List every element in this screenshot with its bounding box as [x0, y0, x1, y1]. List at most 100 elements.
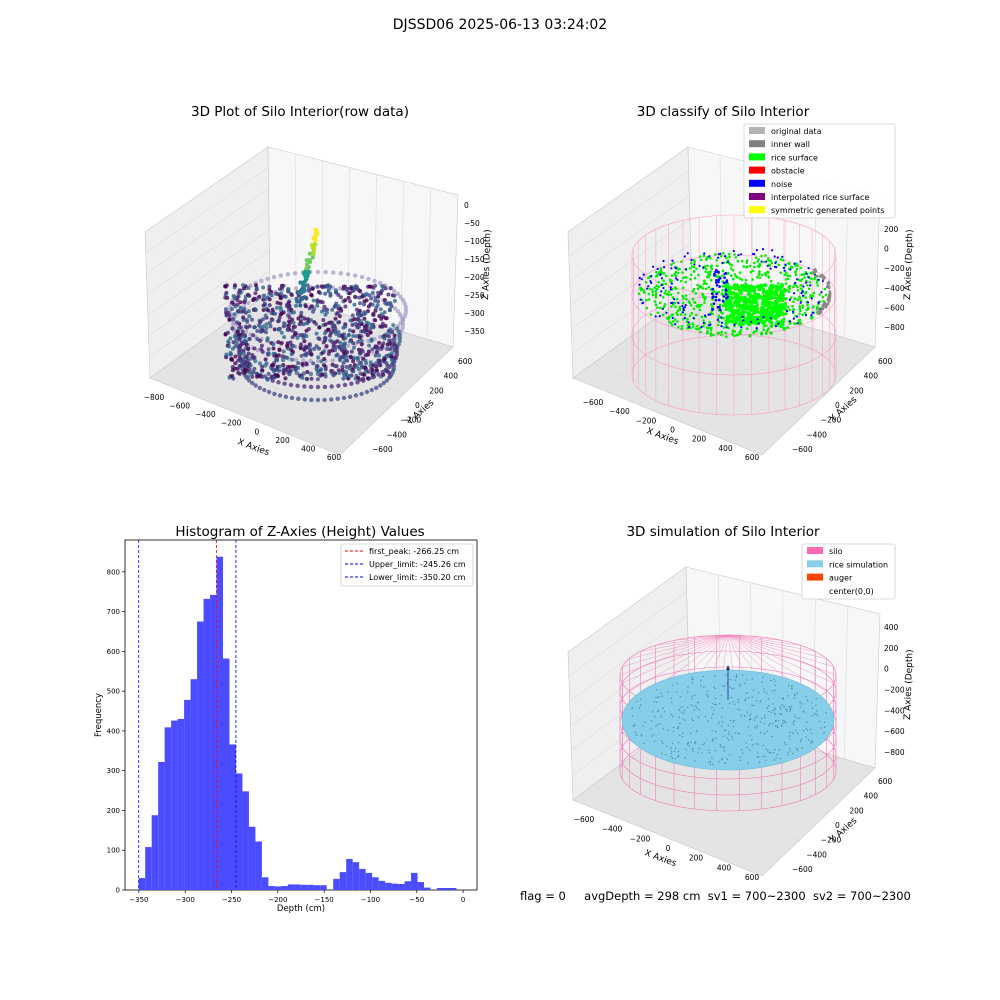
- point: [261, 285, 266, 290]
- surface-point: [634, 731, 637, 734]
- histogram-bar: [223, 658, 230, 890]
- point: [323, 291, 328, 296]
- point: [791, 310, 795, 313]
- point: [397, 332, 402, 338]
- surface-point: [695, 705, 697, 707]
- surface-point: [688, 745, 691, 747]
- point: [267, 297, 272, 302]
- surface-point: [712, 713, 714, 715]
- histogram-bar: [404, 881, 412, 890]
- histogram-bar: [184, 699, 191, 890]
- point: [293, 357, 299, 362]
- point: [639, 298, 642, 301]
- point: [792, 285, 795, 289]
- panel2-xtick: 200: [692, 435, 707, 444]
- point: [721, 300, 725, 303]
- surface-point: [732, 725, 735, 728]
- point: [359, 391, 364, 397]
- point: [288, 382, 294, 388]
- point: [274, 358, 278, 362]
- surface-point: [795, 729, 797, 732]
- surface-point: [667, 729, 669, 731]
- point: [729, 267, 733, 270]
- surface-point: [778, 720, 780, 722]
- point: [796, 289, 799, 292]
- point: [324, 310, 329, 315]
- point: [304, 361, 309, 366]
- point: [702, 254, 706, 257]
- surface-point: [692, 719, 694, 722]
- point: [769, 331, 772, 334]
- point: [278, 301, 283, 306]
- point: [364, 320, 369, 325]
- point: [738, 277, 742, 280]
- point: [637, 292, 641, 296]
- surface-point: [675, 747, 677, 749]
- point: [684, 294, 688, 297]
- point: [388, 286, 393, 291]
- point: [343, 284, 347, 289]
- surface-point: [737, 701, 739, 703]
- point: [798, 318, 802, 322]
- point: [812, 291, 816, 295]
- point: [322, 304, 327, 309]
- point: [353, 284, 358, 289]
- point: [257, 385, 262, 391]
- surface-point: [691, 748, 693, 750]
- surface-point: [643, 742, 645, 744]
- point: [316, 336, 321, 341]
- point: [285, 343, 290, 348]
- point: [391, 323, 396, 328]
- point: [784, 326, 787, 330]
- surface-point: [721, 707, 723, 709]
- point: [403, 307, 409, 313]
- surface-point: [770, 711, 773, 714]
- surface-point: [658, 709, 660, 711]
- point: [277, 315, 282, 320]
- point: [780, 322, 785, 327]
- point: [664, 282, 667, 286]
- point: [253, 307, 258, 312]
- surface-point: [670, 755, 672, 758]
- point: [277, 347, 282, 352]
- point: [372, 278, 377, 284]
- point: [319, 367, 324, 372]
- point: [676, 320, 679, 323]
- surface-point: [783, 706, 785, 708]
- point: [750, 320, 753, 323]
- x-tick-label: −250: [222, 896, 241, 904]
- surface-point: [769, 722, 771, 725]
- surface-point: [729, 679, 732, 681]
- point: [756, 318, 759, 321]
- point: [722, 281, 726, 285]
- point: [779, 303, 785, 308]
- point: [344, 287, 349, 292]
- surface-point: [753, 705, 755, 707]
- surface-point: [711, 706, 713, 708]
- point: [647, 276, 650, 280]
- point: [241, 359, 246, 364]
- surface-point: [774, 749, 776, 751]
- x-tick-label: −200: [268, 896, 287, 904]
- point: [675, 311, 678, 315]
- panel1-point-cloud: [223, 227, 409, 403]
- surface-point: [778, 749, 781, 751]
- point: [255, 374, 260, 379]
- panel2-ytick: −400: [806, 430, 827, 439]
- point: [740, 278, 744, 282]
- point: [308, 371, 314, 377]
- panel4-ytick: −400: [806, 850, 827, 859]
- point: [702, 324, 705, 328]
- surface-point: [660, 692, 662, 695]
- point: [796, 322, 799, 325]
- gridline: [201, 340, 389, 409]
- point: [656, 273, 659, 276]
- point: [323, 269, 328, 275]
- point: [382, 310, 387, 315]
- point: [817, 301, 820, 304]
- point: [759, 306, 765, 311]
- point: [246, 351, 251, 356]
- point: [827, 299, 831, 303]
- point: [241, 334, 246, 339]
- point: [663, 291, 666, 295]
